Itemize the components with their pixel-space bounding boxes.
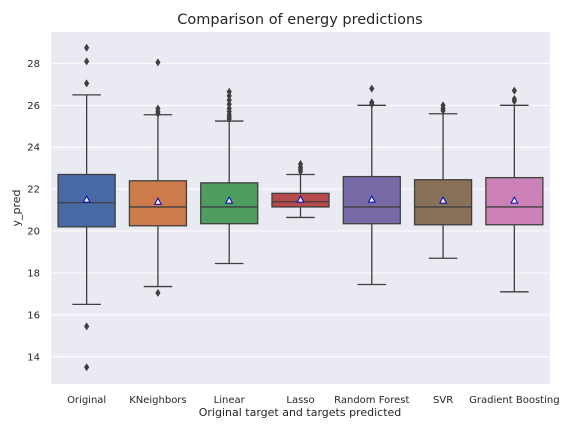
chart-title: Comparison of energy predictions	[177, 12, 422, 28]
mean-marker	[225, 196, 234, 204]
box-group	[57, 43, 116, 372]
mean-marker	[510, 196, 519, 204]
x-tick-label: Lasso	[286, 395, 314, 406]
x-axis-label: Original target and targets predicted	[199, 406, 402, 419]
box-group	[128, 58, 188, 297]
outlier-point	[226, 96, 232, 105]
outlier-point	[226, 114, 232, 123]
boxes-layer	[57, 43, 544, 372]
outlier-point	[84, 43, 90, 52]
y-tick-label: 24	[27, 143, 40, 154]
outlier-point	[511, 86, 517, 95]
outlier-point	[84, 79, 90, 88]
outlier-point	[155, 288, 161, 297]
box-group	[200, 87, 259, 265]
y-axis-tick-labels: 14 16 18 20 22 24 26 28	[27, 59, 40, 363]
outlier-point	[511, 97, 517, 106]
mean-marker	[82, 195, 91, 203]
outlier-point	[226, 87, 232, 96]
mean-marker	[296, 195, 305, 203]
mean-marker	[153, 197, 163, 205]
y-tick-label: 16	[27, 310, 40, 321]
y-tick-label: 20	[27, 227, 40, 238]
box-group	[342, 84, 401, 286]
mean-marker	[438, 196, 448, 204]
x-tick-label: Original	[67, 395, 106, 406]
outlier-point	[84, 322, 90, 331]
x-axis-tick-labels: Original KNeighbors Linear Lasso Random Fore…	[67, 395, 559, 406]
y-tick-label: 14	[27, 352, 40, 363]
x-tick-label: Linear	[214, 395, 246, 406]
box-group	[271, 160, 330, 219]
x-tick-label: Gradient Boosting	[469, 395, 559, 406]
box-group	[413, 101, 473, 259]
outlier-point	[440, 106, 446, 115]
y-tick-label: 22	[27, 185, 40, 196]
outlier-point	[155, 109, 161, 118]
outlier-point	[84, 57, 90, 66]
outlier-point	[155, 58, 161, 67]
outlier-point	[369, 84, 375, 93]
outlier-point	[369, 100, 375, 109]
y-axis-label: y_pred	[10, 189, 23, 226]
outlier-point	[226, 91, 232, 100]
box-group	[485, 86, 544, 293]
y-tick-label: 26	[27, 101, 40, 112]
outlier-point	[297, 167, 304, 176]
y-tick-label: 18	[27, 268, 40, 279]
y-tick-label: 28	[27, 59, 40, 70]
gridlines	[51, 62, 550, 358]
x-tick-label: SVR	[433, 395, 453, 406]
outlier-point	[84, 363, 90, 372]
mean-marker	[367, 195, 376, 203]
x-tick-label: KNeighbors	[129, 395, 186, 406]
outlier-point	[226, 100, 232, 109]
x-tick-label: Random Forest	[334, 395, 409, 406]
